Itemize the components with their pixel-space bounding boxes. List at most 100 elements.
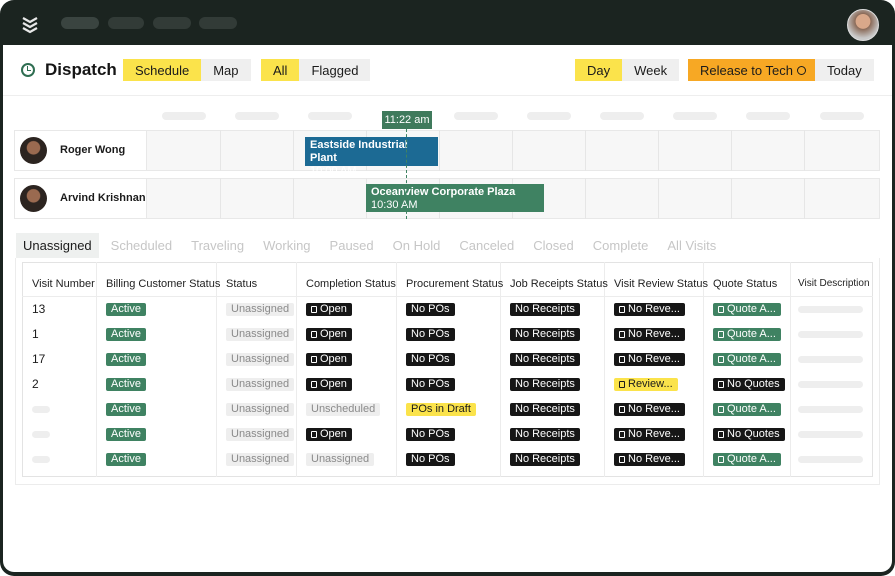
status-badge: Unassigned [226,303,295,316]
column-header: Billing Customer Status [106,278,221,290]
event-block[interactable]: Oceanview Corporate Plaza 10:30 AM [366,184,544,212]
status-badge: No Reve... [614,453,685,466]
badge-text: Active [111,328,141,340]
column-border [500,262,501,477]
grid-line [731,130,732,171]
badge-text: No Reve... [628,403,680,415]
nav-placeholder [199,17,237,29]
tab[interactable]: Scheduled [110,238,173,253]
status-badge: Quote A... [713,353,781,366]
tab[interactable]: Closed [533,238,574,253]
toggle-button[interactable]: Map [201,59,251,81]
badge-text: No Quotes [727,378,780,390]
badge-text: Active [111,403,141,415]
badge-text: Unassigned [231,378,290,390]
badge-icon [311,381,317,388]
status-badge: Open [306,328,352,341]
tab[interactable]: Working [263,238,311,253]
today-button[interactable]: Today [815,59,874,81]
tab[interactable]: Paused [329,238,374,253]
logo [22,17,38,34]
badge-text: No Reve... [628,428,680,440]
badge-text: Active [111,353,141,365]
grid-line [804,130,805,171]
status-badge: Unassigned [226,328,295,341]
toggle-group: Schedule Map [123,59,251,81]
nav-placeholder [108,17,144,29]
toggle-button[interactable]: Day [575,59,623,81]
badge-icon [311,431,317,438]
event-block[interactable]: Eastside Industrial Plant 10:00 AM [305,137,438,177]
event-time: 10:30 AM [371,199,418,211]
release-label: Release to Tech [700,62,793,78]
status-badge: Open [306,378,352,391]
badge-icon [718,306,724,313]
badge-text: Unscheduled [311,403,376,415]
badge-icon [619,331,625,338]
tech-avatar [20,185,47,212]
badge-text: Active [111,303,141,315]
release-button[interactable]: Release to Tech [688,59,818,81]
status-badge: Open [306,353,352,366]
tab[interactable]: Unassigned [16,233,99,258]
grid-line [439,130,440,171]
description-placeholder [798,431,863,438]
badge-icon [311,331,317,338]
badge-icon [619,356,625,363]
badge-text: No POs [411,428,450,440]
event-title: Oceanview Corporate Plaza [371,186,516,198]
grid-line [585,130,586,171]
toggle-button[interactable]: Schedule [123,59,202,81]
badge-text: Open [320,353,347,365]
badge-text: Unassigned [231,403,290,415]
tab[interactable]: Complete [592,238,649,253]
badge-icon [619,306,625,313]
status-badge: No Receipts [510,403,580,416]
time-placeholder [672,112,717,120]
toggle-group: Day Week [575,59,680,81]
nav-placeholder [153,17,191,29]
badge-text: No Quotes [727,428,780,440]
tab[interactable]: All Visits [667,238,717,253]
tech-avatar [20,137,47,164]
badge-text: No Reve... [628,353,680,365]
table [22,262,873,477]
time-placeholder [307,112,352,120]
badge-icon [311,356,317,363]
status-badge: No Reve... [614,328,685,341]
clock-hand [27,66,31,71]
toggle-button[interactable]: Flagged [299,59,371,81]
badge-text: No Receipts [515,453,575,465]
grid-line [220,178,221,219]
tab-bar: Unassigned Scheduled Traveling Working Pause… [16,233,728,258]
time-placeholder [453,112,498,120]
grid-line [220,130,221,171]
time-placeholder [526,112,571,120]
grid-line [293,130,294,171]
badge-icon [619,431,625,438]
tech-name: Arvind Krishnan [60,192,146,204]
badge-text: Active [111,378,141,390]
badge-text: No Receipts [515,303,575,315]
badge-text: Open [320,378,347,390]
toggle-button[interactable]: All [261,59,300,81]
description-placeholder [798,356,863,363]
tab[interactable]: Traveling [191,238,245,253]
tab[interactable]: On Hold [392,238,441,253]
release-icon [797,65,806,75]
column-header: Job Receipts Status [510,278,608,290]
status-badge: Open [306,303,352,316]
status-badge: Active [106,328,146,341]
column-border [296,262,297,477]
user-avatar[interactable] [847,9,879,41]
toggle-button[interactable]: Week [622,59,680,81]
column-border [96,262,97,477]
tab[interactable]: Canceled [459,238,515,253]
grid-line [512,130,513,171]
now-marker: 11:22 am [382,111,432,129]
status-badge: No Receipts [510,328,580,341]
badge-icon [619,456,625,463]
status-badge: No Reve... [614,353,685,366]
status-badge: POs in Draft [406,403,476,416]
divider [3,95,892,96]
